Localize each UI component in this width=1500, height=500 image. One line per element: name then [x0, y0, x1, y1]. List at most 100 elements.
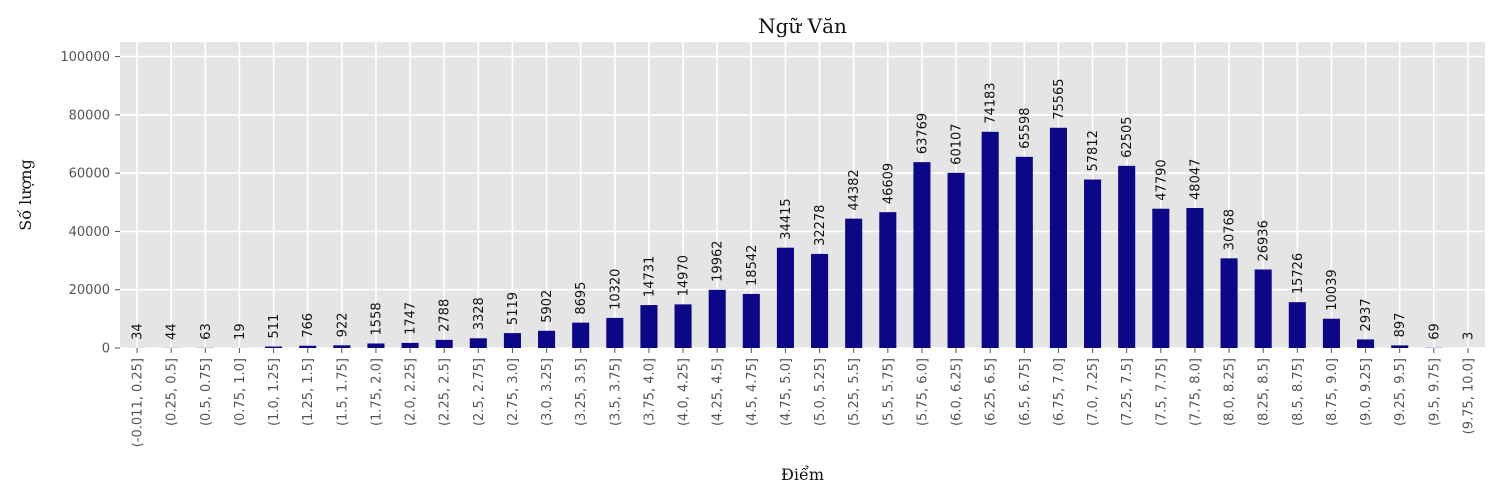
data-label: 62505	[1120, 116, 1135, 157]
x-tick-label: (9.0, 9.25]	[1359, 358, 1374, 426]
x-tick-label: (1.25, 1.5]	[301, 358, 316, 426]
x-tick-label: (3.75, 4.0]	[642, 358, 657, 426]
bar	[1288, 302, 1306, 348]
data-label: 922	[335, 312, 350, 337]
data-label: 511	[267, 314, 282, 339]
bar	[1254, 269, 1272, 348]
bar	[1391, 345, 1409, 348]
bar	[1049, 127, 1067, 348]
bars	[128, 127, 1477, 348]
bar	[981, 131, 999, 348]
x-tick-label: (8.5, 8.75]	[1291, 358, 1306, 426]
bar	[367, 343, 385, 348]
data-label: 34415	[779, 198, 794, 239]
bar	[572, 322, 590, 348]
bar	[1220, 258, 1238, 348]
bar	[503, 333, 521, 348]
x-tick-label: (1.0, 1.25]	[267, 358, 282, 426]
x-tick-label: (0.5, 0.75]	[199, 358, 214, 426]
x-tick-label: (7.0, 7.25]	[1086, 358, 1101, 426]
data-label: 44382	[847, 169, 862, 210]
x-tick-label: (8.75, 9.0]	[1325, 358, 1340, 426]
x-tick-label: (4.25, 4.5]	[711, 358, 726, 426]
bar	[538, 330, 556, 348]
x-tick-label: (7.25, 7.5]	[1120, 358, 1135, 426]
y-tick-label: 0	[102, 342, 110, 357]
x-tick-label: (6.25, 6.5]	[984, 358, 999, 426]
bar	[674, 304, 692, 348]
data-label: 74183	[984, 82, 999, 123]
data-label: 8695	[574, 282, 589, 315]
bar	[947, 172, 965, 348]
data-label: 2788	[438, 299, 453, 332]
bar	[1357, 339, 1375, 348]
data-label: 897	[1393, 313, 1408, 338]
data-label: 48047	[1188, 159, 1203, 200]
x-tick-label: (2.25, 2.5]	[438, 358, 453, 426]
x-tick-label: (3.5, 3.75]	[608, 358, 623, 426]
bar	[1084, 179, 1102, 348]
x-tick-label: (5.75, 6.0]	[915, 358, 930, 426]
y-tick-label: 60000	[69, 167, 110, 182]
x-tick-label: (3.0, 3.25]	[540, 358, 555, 426]
data-label: 3	[1461, 332, 1476, 340]
bar	[401, 342, 419, 348]
data-label: 63	[199, 323, 214, 340]
x-tick-label: (6.5, 6.75]	[1018, 358, 1033, 426]
x-tick-label: (9.5, 9.75]	[1427, 358, 1442, 426]
data-label: 15726	[1291, 253, 1306, 294]
data-label: 2937	[1359, 298, 1374, 331]
data-label: 14731	[642, 256, 657, 297]
data-label: 10320	[608, 269, 623, 310]
x-tick-label: (0.75, 1.0]	[233, 358, 248, 426]
bar	[1186, 207, 1204, 348]
data-label: 30768	[1223, 209, 1238, 250]
data-label: 1558	[369, 302, 384, 335]
x-tick-label: (9.25, 9.5]	[1393, 358, 1408, 426]
x-tick-label: (0.25, 0.5]	[165, 358, 180, 426]
bar	[776, 247, 794, 348]
data-label: 69	[1427, 323, 1442, 340]
x-tick-label: (7.5, 7.75]	[1154, 358, 1169, 426]
data-label: 44	[165, 323, 180, 340]
bar	[469, 338, 487, 348]
data-label: 63769	[915, 113, 930, 154]
bar	[299, 345, 317, 348]
data-label: 75565	[1052, 78, 1067, 119]
data-label: 47790	[1154, 159, 1169, 200]
y-axis-label: Số lượng	[16, 159, 35, 230]
bar	[845, 218, 863, 348]
x-tick-label: (7.75, 8.0]	[1188, 358, 1203, 426]
data-labels: 34 44 63 19 511 766 922 1558 1747 2788 3328 5119 590…	[131, 78, 1477, 340]
data-label: 19962	[711, 240, 726, 281]
x-axis-ticks: (-0.011, 0.25] (0.25, 0.5] (0.5, 0.75] (0.7…	[131, 348, 1476, 447]
x-tick-label: (8.0, 8.25]	[1223, 358, 1238, 426]
data-label: 26936	[1257, 220, 1272, 261]
x-tick-label: (4.75, 5.0]	[779, 358, 794, 426]
data-label: 18542	[745, 245, 760, 286]
bar	[265, 346, 283, 348]
data-label: 3328	[472, 297, 487, 330]
data-label: 5119	[506, 292, 521, 325]
x-tick-label: (5.5, 5.75]	[881, 358, 896, 426]
data-label: 60107	[950, 123, 965, 164]
data-label: 5902	[540, 290, 555, 323]
x-tick-label: (6.0, 6.25]	[950, 358, 965, 426]
x-tick-label: (1.5, 1.75]	[335, 358, 350, 426]
data-label: 19	[233, 323, 248, 340]
y-tick-label: 100000	[60, 50, 110, 65]
bar	[1118, 165, 1136, 348]
bar	[640, 305, 658, 348]
x-tick-label: (4.0, 4.25]	[677, 358, 692, 426]
x-tick-label: (4.5, 4.75]	[745, 358, 760, 426]
bar	[333, 345, 351, 348]
x-tick-label: (2.75, 3.0]	[506, 358, 521, 426]
x-tick-label: (3.25, 3.5]	[574, 358, 589, 426]
bar	[1152, 208, 1170, 348]
y-tick-label: 20000	[69, 283, 110, 298]
data-label: 14970	[677, 255, 692, 296]
data-label: 766	[301, 313, 316, 338]
x-tick-label: (1.75, 2.0]	[369, 358, 384, 426]
bar	[1015, 156, 1033, 348]
